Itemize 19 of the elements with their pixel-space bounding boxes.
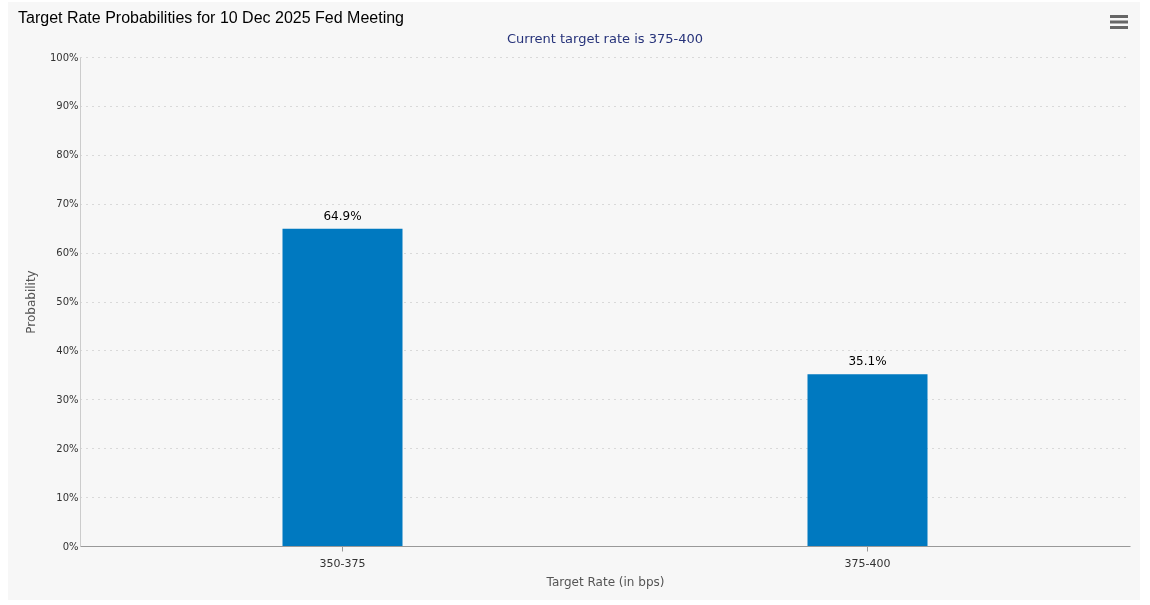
y-tick-label: 30% xyxy=(56,393,79,405)
y-tick-label: 90% xyxy=(56,100,79,112)
y-tick-label: 60% xyxy=(56,247,79,259)
y-tick-label: 100% xyxy=(49,51,79,63)
y-axis-title: Probability xyxy=(23,270,38,334)
x-axis-title: Target Rate (in bps) xyxy=(545,574,665,589)
y-tick-label: 20% xyxy=(56,442,79,454)
y-tick-label: 50% xyxy=(56,296,79,307)
x-tick-label: 375-400 xyxy=(844,556,891,570)
y-tick-label: 80% xyxy=(56,149,79,161)
data-label: 35.1% xyxy=(848,354,887,369)
y-tick-label: 40% xyxy=(56,344,79,356)
data-label: 64.9% xyxy=(323,208,362,223)
y-tick-label: 70% xyxy=(56,198,79,210)
y-tick-label: 10% xyxy=(56,491,79,503)
chart-subtitle: Current target rate is 375-400 xyxy=(507,31,703,46)
chart-title: Target Rate Probabilities for 10 Dec 2025 Fed Meeting xyxy=(18,9,404,27)
x-tick-label: 350-375 xyxy=(319,556,366,570)
y-tick-label: 0% xyxy=(62,540,79,552)
